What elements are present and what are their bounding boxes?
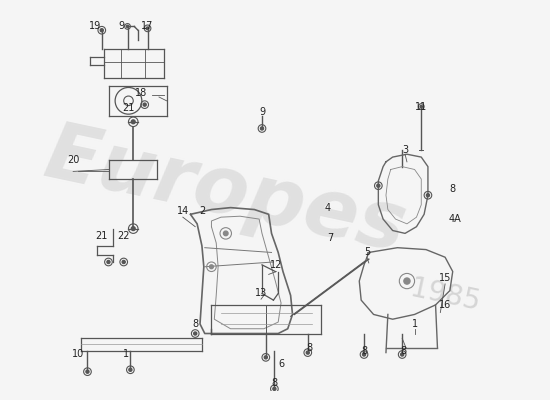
Text: 14: 14: [177, 206, 189, 216]
Text: 8: 8: [306, 343, 313, 353]
Text: 8: 8: [450, 184, 456, 194]
Circle shape: [223, 231, 228, 236]
Text: 9: 9: [119, 22, 125, 32]
Circle shape: [131, 227, 135, 230]
Text: 4: 4: [324, 203, 331, 213]
Circle shape: [126, 25, 129, 28]
Circle shape: [131, 120, 135, 124]
Circle shape: [362, 353, 366, 356]
Circle shape: [400, 353, 404, 356]
Text: Europes: Europes: [37, 116, 413, 269]
Circle shape: [86, 370, 89, 373]
Circle shape: [404, 278, 410, 284]
Text: 6: 6: [278, 359, 284, 369]
Circle shape: [261, 127, 263, 130]
Text: 15: 15: [439, 273, 452, 283]
Text: 7: 7: [328, 233, 334, 243]
Circle shape: [265, 356, 267, 359]
Text: 1: 1: [123, 350, 129, 360]
Text: 8: 8: [271, 378, 277, 388]
Text: 8: 8: [400, 346, 406, 356]
Circle shape: [420, 105, 422, 108]
Text: 19: 19: [89, 22, 101, 32]
Text: 3: 3: [402, 146, 408, 156]
Text: 21: 21: [122, 104, 135, 114]
Text: 17: 17: [141, 22, 154, 32]
Text: 12: 12: [270, 260, 283, 270]
Circle shape: [273, 387, 276, 390]
Text: 13: 13: [255, 288, 267, 298]
Text: 9: 9: [259, 107, 265, 117]
Circle shape: [129, 368, 132, 371]
Circle shape: [143, 103, 146, 106]
Circle shape: [306, 351, 309, 354]
Circle shape: [377, 184, 380, 187]
Text: 18: 18: [135, 88, 147, 98]
Circle shape: [194, 332, 197, 335]
Text: 2: 2: [199, 206, 205, 216]
Circle shape: [210, 265, 213, 269]
Text: 5: 5: [364, 248, 370, 258]
Text: 1985: 1985: [408, 274, 482, 316]
Text: 11: 11: [415, 102, 427, 112]
Text: 21: 21: [96, 231, 108, 241]
Circle shape: [107, 260, 110, 264]
Text: 4A: 4A: [448, 214, 461, 224]
Circle shape: [146, 27, 149, 30]
Text: 22: 22: [118, 231, 130, 241]
Circle shape: [122, 260, 125, 264]
Text: 8: 8: [192, 319, 199, 329]
Text: 16: 16: [439, 300, 451, 310]
Circle shape: [100, 29, 103, 32]
Text: 1: 1: [411, 319, 417, 329]
Text: 20: 20: [67, 155, 79, 165]
Text: 10: 10: [72, 350, 84, 360]
Circle shape: [426, 194, 430, 197]
Text: 8: 8: [361, 346, 367, 356]
